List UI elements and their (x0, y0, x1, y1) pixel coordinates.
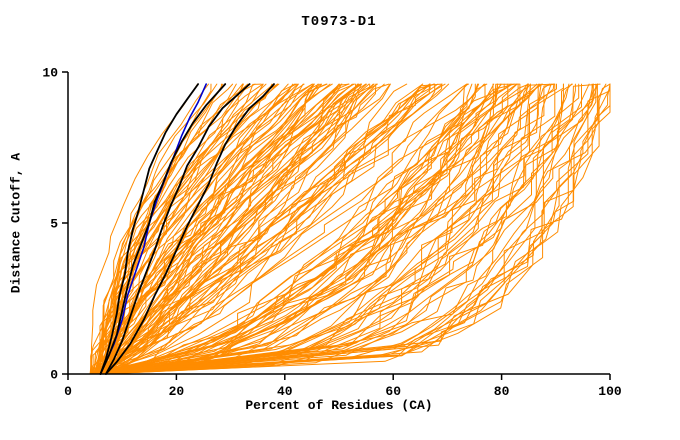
prediction-curve (95, 83, 315, 375)
prediction-curve (104, 83, 468, 375)
prediction-curve (98, 83, 552, 375)
y-tick-label: 10 (42, 66, 58, 81)
prediction-curve (93, 83, 313, 375)
prediction-curve (91, 83, 476, 375)
prediction-curve (90, 83, 555, 375)
prediction-curve (110, 83, 341, 375)
prediction-curve (100, 83, 431, 375)
prediction-curve (108, 83, 353, 375)
prediction-curve (96, 83, 494, 375)
prediction-curve (106, 83, 607, 375)
x-tick-label: 0 (64, 384, 72, 399)
prediction-curve (103, 83, 529, 375)
prediction-curve (104, 83, 564, 375)
prediction-curve (107, 83, 593, 375)
prediction-curve (103, 83, 582, 375)
x-tick-label: 20 (169, 384, 185, 399)
prediction-curve (91, 83, 473, 375)
x-tick-label: 40 (277, 384, 293, 399)
prediction-curve (98, 83, 518, 375)
prediction-curve (100, 83, 262, 375)
prediction-curve (91, 83, 520, 375)
prediction-curve (103, 83, 530, 375)
prediction-curve (93, 83, 518, 375)
prediction-curve (108, 83, 327, 375)
prediction-curve (99, 83, 550, 375)
prediction-curve (93, 83, 488, 375)
prediction-curve (100, 83, 572, 375)
highlight-curve-black-1 (99, 83, 200, 375)
prediction-curve (93, 83, 294, 375)
prediction-curve (95, 83, 224, 375)
prediction-curve (107, 83, 470, 375)
highlight-curve-black-3 (105, 83, 251, 375)
y-tick-label: 0 (50, 368, 58, 383)
prediction-curve (97, 83, 357, 375)
prediction-curve (101, 83, 611, 375)
highlight-curve-black-2 (99, 83, 227, 375)
prediction-curve (102, 83, 512, 375)
prediction-curve (94, 83, 590, 375)
prediction-curve (99, 83, 539, 375)
x-axis-label: Percent of Residues (CA) (245, 398, 433, 413)
prediction-curve (93, 83, 468, 375)
prediction-curve (96, 83, 375, 375)
prediction-curve (92, 83, 323, 375)
prediction-curve (103, 83, 377, 375)
prediction-curve (101, 83, 361, 375)
prediction-curve (98, 83, 557, 375)
prediction-curve (99, 83, 580, 375)
prediction-curve (95, 83, 430, 375)
prediction-curve (93, 83, 256, 375)
prediction-curve (108, 83, 556, 375)
prediction-curve (90, 83, 443, 375)
prediction-curve (94, 83, 367, 375)
x-tick-label: 60 (385, 384, 401, 399)
prediction-curve (95, 83, 564, 375)
prediction-curve (108, 83, 594, 375)
prediction-curve (99, 83, 264, 375)
prediction-curve (104, 83, 423, 375)
prediction-curve (110, 83, 521, 375)
y-tick-label: 5 (50, 217, 58, 232)
prediction-curve (89, 83, 371, 375)
prediction-curve (104, 83, 391, 375)
prediction-curve (91, 83, 424, 375)
prediction-curve (103, 83, 485, 375)
prediction-curve (94, 83, 468, 375)
prediction-curve (108, 83, 391, 375)
prediction-curve (91, 83, 198, 375)
prediction-curve (99, 83, 299, 375)
prediction-curve (108, 83, 390, 375)
prediction-curve (99, 83, 498, 375)
x-tick-label: 80 (494, 384, 510, 399)
prediction-curve (106, 83, 385, 375)
prediction-curve (109, 83, 597, 375)
highlight-curve-black-4 (105, 83, 275, 375)
prediction-curve (107, 83, 529, 375)
prediction-curve (90, 83, 544, 375)
x-tick-label: 100 (598, 384, 622, 399)
prediction-curve (108, 83, 502, 375)
prediction-curve (91, 83, 542, 375)
prediction-curve (95, 83, 576, 375)
prediction-curve (92, 83, 556, 375)
prediction-curve (99, 83, 611, 375)
prediction-curve (97, 83, 541, 375)
prediction-curve (90, 83, 611, 375)
prediction-curve (97, 83, 480, 375)
prediction-curve (94, 83, 359, 375)
chart-title: T0973-D1 (301, 14, 377, 30)
